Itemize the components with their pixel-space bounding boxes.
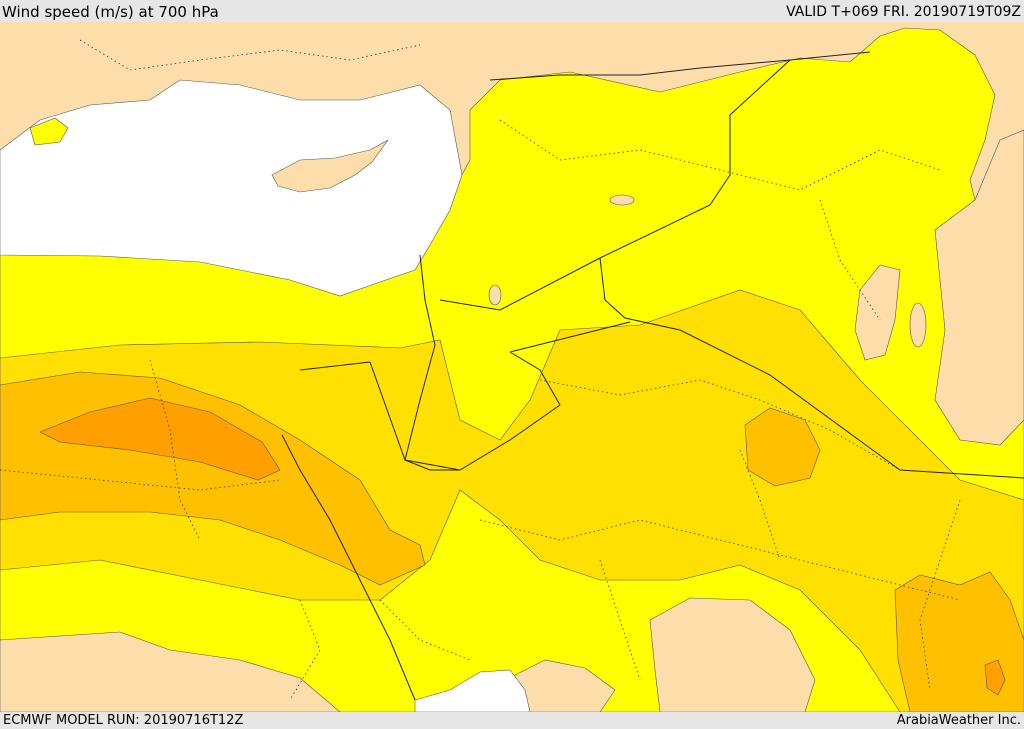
red-sea-water [414,669,531,712]
country-borders [281,51,1024,701]
wind-band-strong-jordan [744,407,821,487]
wind-band-strong-south-east [894,571,1024,712]
lake-iraq [488,284,502,306]
lake-syria [609,194,635,206]
valid-time-label: VALID T+069 FRI. 20190719T09Z [786,4,1021,20]
calm-patch-iraq [854,264,901,361]
lake-east [909,302,927,348]
cyprus-island [271,139,389,193]
model-run-label: ECMWF MODEL RUN: 20190716T12Z [3,713,244,728]
credit-label: ArabiaWeather Inc. [896,713,1021,728]
footer-bar: ECMWF MODEL RUN: 20190716T12Z ArabiaWeat… [0,712,1024,729]
province-borders [0,39,961,701]
mediterranean-sea [0,79,463,297]
wind-band-max [39,397,281,481]
wind-band-peak-south-east [984,659,1006,696]
header-bar: Wind speed (m/s) at 700 hPa VALID T+069 … [0,0,1024,22]
calm-patch-east [934,129,1024,446]
wind-speed-map [0,22,1024,712]
calm-patch-hejaz [649,597,816,712]
map-title: Wind speed (m/s) at 700 hPa [2,3,219,21]
wind-band-medium [0,289,1024,712]
island-west [29,117,69,146]
calm-patch-south-west [0,631,341,712]
calm-patch-red-sea [514,659,616,712]
